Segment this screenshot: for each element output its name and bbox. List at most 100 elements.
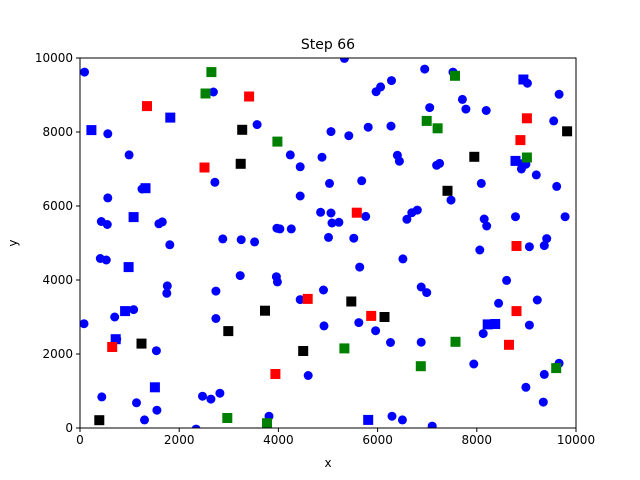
- data-point-square: [260, 305, 270, 316]
- data-point-circle: [482, 221, 492, 231]
- data-point-circle: [206, 394, 216, 404]
- data-point-circle: [303, 371, 313, 380]
- y-axis-ticks: 0 2000 4000 6000 8000 10000: [35, 51, 80, 435]
- data-point-circle: [326, 208, 336, 218]
- data-point-circle: [80, 319, 89, 329]
- chart-title: Step 66: [301, 37, 355, 53]
- data-point-circle: [479, 214, 489, 224]
- data-point-circle: [538, 397, 548, 407]
- data-point-square: [222, 413, 233, 423]
- data-point-circle: [129, 305, 139, 315]
- data-point-circle: [511, 212, 520, 222]
- data-point-circle: [236, 235, 246, 245]
- plot-marks: [80, 58, 573, 428]
- data-point-circle: [103, 129, 113, 139]
- data-point-square: [94, 415, 105, 426]
- data-point-circle: [539, 369, 549, 379]
- y-tick-label: 8000: [42, 125, 73, 139]
- data-point-circle: [124, 150, 134, 160]
- data-point-circle: [235, 271, 245, 281]
- data-point-circle: [376, 82, 386, 92]
- data-point-circle: [97, 392, 107, 402]
- y-tick-label: 0: [65, 421, 73, 435]
- data-point-circle: [402, 214, 412, 224]
- data-point-circle: [198, 391, 207, 401]
- data-point-circle: [327, 218, 337, 228]
- data-point-circle: [252, 120, 262, 130]
- data-point-square: [363, 414, 374, 425]
- data-point-square: [551, 363, 562, 374]
- data-point-circle: [132, 398, 141, 408]
- data-point-square: [366, 310, 377, 321]
- data-point-circle: [324, 232, 333, 242]
- data-point-circle: [387, 411, 397, 421]
- data-point-circle: [394, 156, 404, 166]
- data-point-circle: [476, 178, 486, 188]
- data-point-circle: [532, 295, 542, 305]
- y-axis-label: y: [6, 239, 20, 246]
- data-point-circle: [475, 245, 485, 255]
- data-point-circle: [218, 234, 228, 244]
- data-point-circle: [521, 382, 531, 392]
- data-point-circle: [422, 288, 432, 298]
- data-point-circle: [371, 326, 381, 336]
- data-point-square: [235, 158, 246, 169]
- data-point-square: [223, 326, 234, 337]
- data-point-circle: [531, 170, 541, 180]
- data-point-square: [415, 361, 426, 372]
- data-point-square: [518, 74, 529, 85]
- data-point-circle: [363, 122, 373, 132]
- data-point-square: [86, 125, 97, 136]
- x-axis-ticks: 0 2000 4000 6000 8000 10000: [76, 428, 595, 447]
- data-point-circle: [416, 337, 426, 347]
- data-point-square: [515, 135, 526, 146]
- data-point-circle: [316, 207, 326, 217]
- data-point-circle: [295, 162, 305, 172]
- data-point-square: [442, 185, 453, 196]
- data-point-square: [107, 342, 118, 352]
- data-point-circle: [326, 127, 336, 137]
- data-point-circle: [295, 295, 305, 305]
- data-point-circle: [286, 224, 296, 234]
- data-point-square: [165, 112, 176, 123]
- data-point-circle: [140, 415, 149, 425]
- data-point-circle: [478, 329, 488, 339]
- data-point-circle: [416, 282, 426, 292]
- data-point-circle: [275, 224, 285, 234]
- data-point-square: [298, 346, 309, 356]
- x-tick-label: 0: [76, 433, 84, 447]
- axes-frame: [79, 57, 577, 429]
- x-tick-label: 8000: [462, 433, 493, 447]
- data-point-square: [469, 151, 480, 162]
- data-point-square: [432, 123, 443, 134]
- data-point-circle: [157, 217, 167, 227]
- data-point-circle: [542, 234, 552, 244]
- data-point-circle: [103, 193, 113, 203]
- data-point-circle: [210, 177, 220, 187]
- data-point-circle: [386, 338, 395, 347]
- data-point-square: [270, 369, 281, 379]
- data-point-circle: [285, 150, 295, 160]
- data-point-square: [262, 418, 272, 428]
- data-point-square: [521, 152, 532, 163]
- data-point-square: [421, 115, 432, 126]
- data-point-circle: [397, 415, 407, 425]
- data-point-circle: [211, 286, 221, 296]
- data-point-circle: [446, 195, 456, 205]
- data-point-square: [510, 155, 521, 166]
- data-point-circle: [560, 212, 570, 222]
- x-tick-label: 4000: [263, 433, 294, 447]
- data-point-circle: [325, 178, 334, 188]
- data-point-circle: [420, 64, 430, 74]
- data-point-circle: [152, 405, 162, 415]
- data-point-circle: [317, 152, 327, 162]
- data-point-square: [272, 136, 283, 147]
- data-point-square: [562, 126, 573, 137]
- data-point-circle: [162, 288, 172, 298]
- data-point-square: [237, 124, 248, 135]
- data-point-square: [123, 262, 134, 273]
- data-point-circle: [250, 237, 260, 247]
- data-point-circle: [272, 277, 282, 287]
- data-point-circle: [427, 421, 437, 428]
